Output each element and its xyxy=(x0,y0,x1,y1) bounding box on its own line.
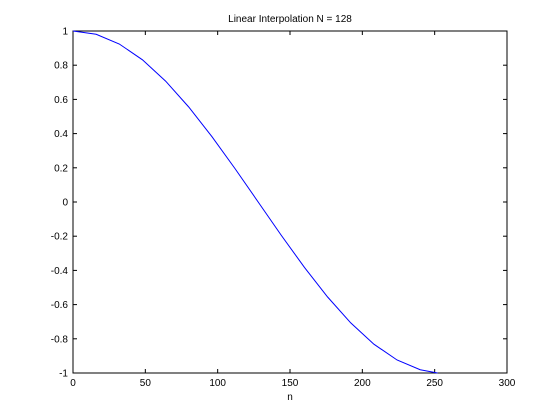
x-tick-label: 50 xyxy=(140,378,152,389)
x-axis: 0 50 100 150 200 250 300 xyxy=(70,31,516,389)
x-axis-label: n xyxy=(287,392,293,403)
y-tick-label: -0.2 xyxy=(51,232,69,243)
y-tick-label: 0.8 xyxy=(54,61,68,72)
y-tick-label: 0.6 xyxy=(54,95,68,106)
x-tick-label: 100 xyxy=(209,378,226,389)
chart-title: Linear Interpolation N = 128 xyxy=(228,14,352,25)
x-tick-label: 150 xyxy=(282,378,299,389)
plot-area xyxy=(72,30,508,374)
x-tick-label: 250 xyxy=(426,378,443,389)
y-tick-label: 0.4 xyxy=(54,129,68,140)
y-tick-label: -0.8 xyxy=(51,334,69,345)
y-tick-label: 0 xyxy=(62,198,68,209)
y-tick-label: -0.4 xyxy=(51,266,69,277)
y-tick-label: 1 xyxy=(62,27,68,38)
y-tick-label: -0.6 xyxy=(51,300,69,311)
y-axis: 1 0.8 0.6 0.4 0.2 0 -0.2 -0.4 -0.6 -0.8 -1 xyxy=(51,27,507,380)
series-line xyxy=(72,30,438,374)
x-tick-label: 0 xyxy=(70,378,76,389)
y-tick-label: 0.2 xyxy=(54,163,68,174)
y-tick-label: -1 xyxy=(59,369,68,380)
x-tick-label: 200 xyxy=(354,378,371,389)
x-tick-label: 300 xyxy=(499,378,516,389)
